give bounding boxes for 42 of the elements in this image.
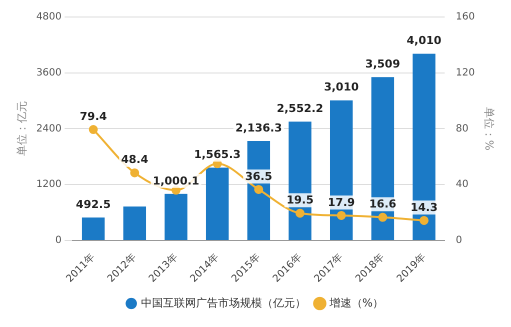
y-tick-label: 1200 — [36, 179, 62, 190]
data-label: 2,136.3 — [235, 121, 282, 134]
y-tick-label: 3600 — [36, 67, 62, 78]
point — [130, 168, 140, 178]
y2-tick-label: 80 — [456, 123, 468, 134]
data-label: 4,010 — [406, 34, 442, 48]
legend-label: 中国互联网广告市场规模（亿元） — [140, 296, 306, 310]
bar — [123, 206, 146, 240]
y2-tick-label: 160 — [456, 12, 475, 23]
y-axis-title: 单位：亿元 — [15, 101, 28, 156]
point — [254, 184, 264, 194]
legend-label: 增速（%） — [328, 296, 384, 310]
y2-tick-label: 0 — [456, 235, 462, 246]
data-label: 36.5 — [245, 170, 272, 183]
y2-axis-title: 单位：% — [482, 107, 496, 150]
point — [296, 208, 305, 218]
data-label: 3,010 — [324, 80, 360, 94]
data-label: 3,509 — [365, 57, 400, 70]
bar — [164, 194, 188, 240]
point — [336, 210, 346, 220]
data-label: 1,000.1 — [152, 174, 200, 188]
point — [88, 125, 98, 134]
y2-tick-label: 120 — [456, 67, 475, 78]
data-label: 19.5 — [286, 194, 314, 207]
y-tick-label: 2400 — [36, 123, 62, 134]
bar — [206, 168, 229, 240]
point — [420, 216, 429, 225]
y2-tick-label: 40 — [456, 179, 468, 190]
bar — [82, 218, 105, 240]
data-label: 48.4 — [121, 153, 149, 166]
y-tick-label: 4800 — [36, 12, 62, 23]
data-label: 1,565.3 — [194, 148, 241, 161]
bar — [412, 54, 436, 240]
data-label: 2,552.2 — [276, 102, 324, 115]
data-label: 492.5 — [76, 198, 111, 211]
bar — [371, 77, 394, 240]
data-label: 79.4 — [80, 110, 108, 123]
data-label: 17.9 — [328, 196, 355, 209]
y-tick-label: 0 — [55, 235, 62, 246]
point — [378, 212, 388, 222]
data-label: 16.6 — [369, 198, 397, 211]
data-label: 14.3 — [410, 200, 438, 214]
